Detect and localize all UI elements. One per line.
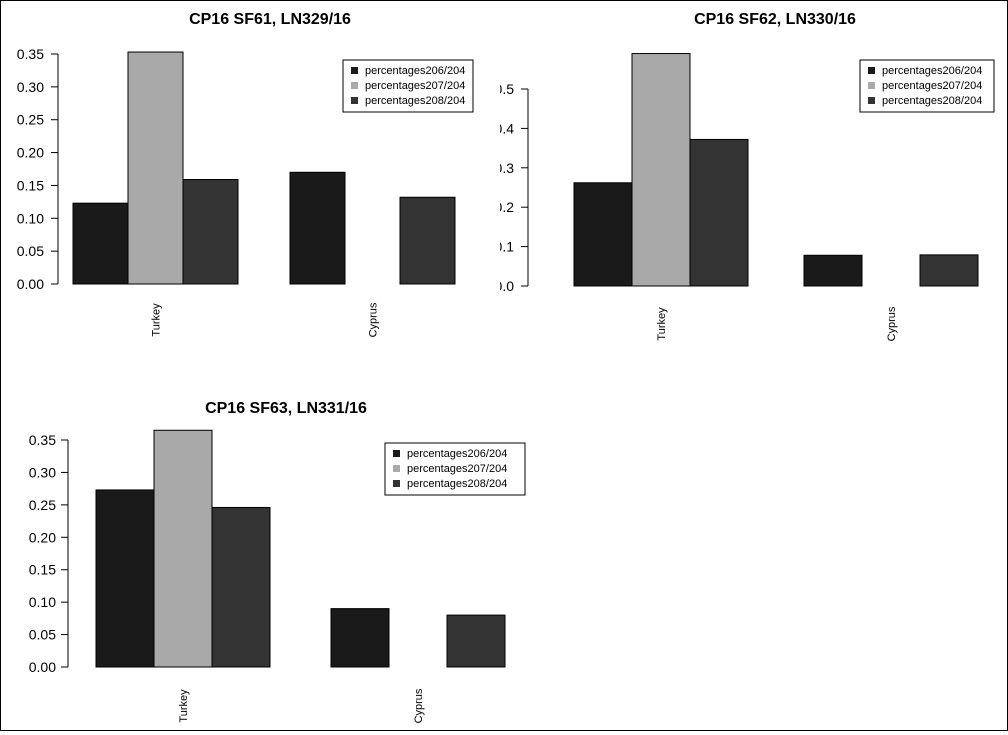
y-tick-label: 0.5 [500,81,514,97]
bar-cyprus-series-1 [803,254,863,287]
y-tick-label: 0.20 [29,529,56,545]
bar-cyprus-series-3 [919,254,979,287]
y-tick-label: 0.35 [17,46,44,62]
y-tick-label: 0.3 [500,160,514,176]
legend-label: percentages207/204 [365,80,465,92]
bar-chart-1: CP16 SF61, LN329/16 0.00 0.05 0.10 0.15 0.20 0… [17,11,474,337]
y-tick-label: 0.0 [500,278,514,294]
bar-cyprus-series-1 [289,171,346,285]
legend-label: percentages208/204 [365,95,465,107]
bar-turkey-series-3 [689,138,749,287]
chart-title: CP16 SF61, LN329/16 [189,11,351,28]
y-tick-label: 0.30 [29,464,56,480]
bar-turkey-series-1 [573,182,633,287]
bar-turkey-series-2 [631,53,691,287]
bar-turkey-series-1 [72,202,129,285]
chart-title: CP16 SF62, LN330/16 [694,11,856,28]
legend-box [859,59,995,113]
y-tick-label: 0.4 [500,120,514,136]
legend-label: percentages207/204 [882,80,982,92]
legend-swatch [868,97,875,104]
bar-turkey-series-2 [127,51,184,285]
bar-turkey-series-3 [211,506,271,668]
chart-panel-2: CP16 SF62, LN330/16 0.0 0.1 0.2 0.3 0.4 0.5 Tur… [495,0,1008,365]
y-tick-label: 0.2 [500,199,514,215]
legend-label: percentages206/204 [365,65,465,77]
legend-swatch [351,82,358,89]
bar-cyprus-series-3 [399,196,456,285]
chart-panel-3: CP16 SF63, LN331/16 0.00 0.05 0.10 0.15 0.20 0… [0,380,560,730]
y-tick-label: 0.20 [17,145,44,161]
y-tick-label: 0.35 [29,432,56,448]
legend-swatch [393,465,400,472]
category-label: Turkey [151,303,163,337]
legend-swatch [393,480,400,487]
y-tick-label: 0.00 [17,276,44,292]
bar-turkey-series-3 [182,179,239,285]
legend-label: percentages208/204 [407,478,507,490]
y-tick-label: 0.10 [17,210,44,226]
legend-label: percentages207/204 [407,463,507,475]
chart-panel-1: CP16 SF61, LN329/16 0.00 0.05 0.10 0.15 0.20 0… [0,0,500,365]
y-tick-label: 0.25 [17,112,44,128]
bar-chart-3: CP16 SF63, LN331/16 0.00 0.05 0.10 0.15 0.20 0… [29,400,526,723]
y-tick-label: 0.25 [29,497,56,513]
legend-label: percentages206/204 [882,65,982,77]
y-tick-label: 0.00 [29,659,56,675]
category-label: Cyprus [886,306,898,341]
legend-box [384,442,526,496]
category-label: Cyprus [368,302,380,337]
chart-title: CP16 SF63, LN331/16 [205,400,367,417]
category-label: Turkey [178,689,190,723]
legend-swatch [393,450,400,457]
legend-label: percentages206/204 [407,448,507,460]
legend-swatch [351,67,358,74]
y-tick-label: 0.15 [29,562,56,578]
legend: percentages206/204 percentages207/204 perc… [859,59,995,113]
legend-swatch [868,67,875,74]
y-tick-label: 0.10 [29,594,56,610]
y-tick-label: 0.05 [29,627,56,643]
y-tick-label: 0.30 [17,79,44,95]
legend: percentages206/204 percentages207/204 perc… [384,442,526,496]
legend: percentages206/204 percentages207/204 perc… [342,59,474,113]
bar-turkey-series-1 [95,489,155,668]
bar-chart-2: CP16 SF62, LN330/16 0.0 0.1 0.2 0.3 0.4 0.5 Tur… [495,11,995,341]
y-tick-label: 0.15 [17,177,44,193]
legend-box [342,59,474,113]
legend-swatch [868,82,875,89]
bar-turkey-series-2 [153,429,213,668]
y-tick-label: 0.05 [17,243,44,259]
bar-cyprus-series-3 [446,614,506,668]
y-tick-label: 0.1 [500,239,514,255]
category-label: Turkey [656,307,668,341]
legend-label: percentages208/204 [882,95,982,107]
legend-swatch [351,97,358,104]
bar-cyprus-series-1 [330,608,390,668]
category-label: Cyprus [413,688,425,723]
